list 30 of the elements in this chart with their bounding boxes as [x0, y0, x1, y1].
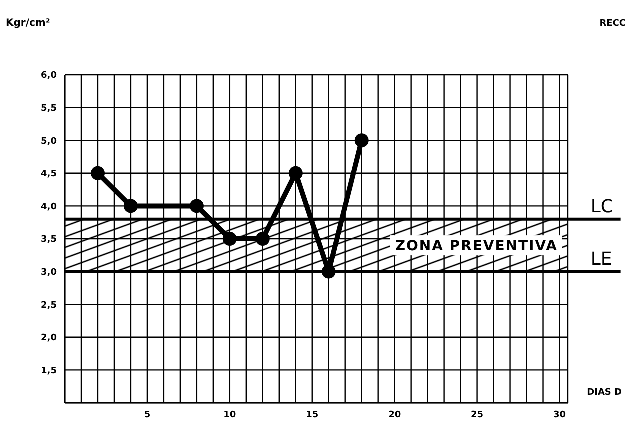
text: RECC — [600, 19, 626, 29]
y-axis-title: Kgr/cm² — [6, 18, 50, 29]
point — [190, 199, 204, 214]
x-tick-label: 25 — [471, 410, 484, 420]
point — [90, 166, 105, 180]
y-tick-label: 4,5 — [41, 170, 57, 180]
y-tick-label: 5,5 — [41, 104, 57, 114]
x-axis-title: DIAS D — [587, 388, 622, 398]
y-tick-label: 2,0 — [41, 334, 57, 344]
band-label: ZONA PREVENTIVA — [395, 238, 558, 254]
point — [222, 232, 237, 246]
x-tick-label: 30 — [553, 410, 566, 420]
point — [322, 264, 336, 279]
y-tick-label: 1,5 — [41, 366, 57, 376]
x-tick-label: 15 — [306, 410, 319, 420]
x-tick-label: 10 — [224, 410, 236, 420]
point — [124, 199, 138, 214]
point — [288, 166, 303, 180]
x-tick-label: 5 — [144, 410, 151, 420]
y-tick-label: 3,5 — [41, 235, 57, 246]
point — [354, 134, 369, 148]
y-tick-label: 6,0 — [41, 71, 57, 82]
point — [256, 232, 270, 246]
y-tick-label: 5,0 — [41, 136, 57, 147]
x-tick-label: 20 — [388, 410, 402, 420]
ref-line-label: LE — [590, 248, 612, 270]
ref-line-label: LC — [590, 196, 614, 218]
y-tick-label: 4,0 — [41, 202, 57, 212]
y-tick-label: 2,5 — [41, 300, 57, 311]
y-tick-label: 3,0 — [41, 268, 57, 278]
